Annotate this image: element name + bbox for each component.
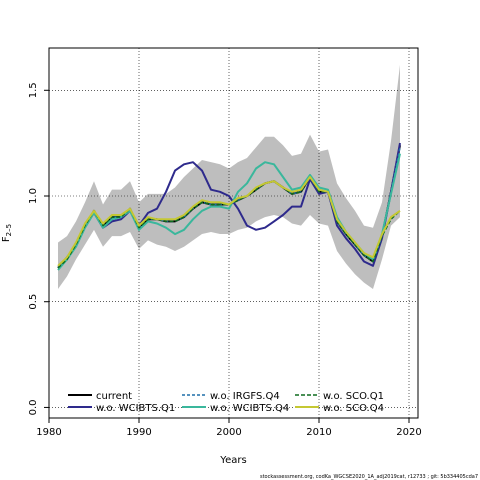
- y-tick-label: 0.5: [28, 294, 39, 310]
- legend-label: w.o. SCO.Q4: [323, 403, 384, 414]
- confidence-band: [58, 64, 400, 290]
- y-axis-title: F2–5: [1, 224, 13, 242]
- y-tick-label: 0.0: [28, 399, 39, 415]
- plot-frame: [48, 47, 419, 419]
- legend-label: w.o. WCIBTS.Q4: [210, 403, 289, 414]
- confidence-band-layer: [58, 64, 400, 290]
- y-axis-title-subscript: 2–5: [5, 224, 13, 236]
- x-tick-label: 2010: [306, 427, 331, 438]
- x-tick-label: 1990: [126, 427, 151, 438]
- series-layer: [57, 142, 401, 271]
- y-tick-label: 1.5: [28, 82, 39, 98]
- y-axis-title-main: F: [1, 236, 12, 242]
- legend-label: w.o. WCIBTS.Q1: [96, 403, 175, 414]
- x-tick-label: 2000: [216, 427, 241, 438]
- legend-label: w.o. IRGFS.Q4: [210, 391, 280, 402]
- x-tick-label: 1980: [36, 427, 61, 438]
- series-line: [57, 142, 401, 269]
- y-tick-label: 1.0: [28, 188, 39, 204]
- x-tick-label: 2020: [396, 427, 421, 438]
- series-line: [57, 176, 401, 267]
- y-axis: 0.0 0.5 1.0 1.5: [28, 82, 49, 415]
- footer-note: stockassessment.org, codKa_WGCSE2020_1A_…: [260, 474, 478, 480]
- legend-label: w.o. SCO.Q1: [323, 391, 384, 402]
- legend-label: current: [96, 391, 132, 402]
- x-axis-title: Years: [219, 455, 246, 466]
- x-axis: 1980 1990 2000 2010 2020: [36, 418, 422, 438]
